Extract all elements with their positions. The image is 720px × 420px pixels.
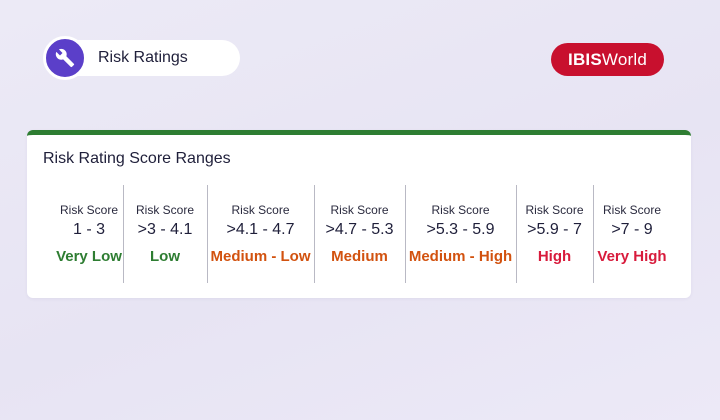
- range-value: 1 - 3: [72, 221, 105, 238]
- range-rating: Very Low: [56, 248, 122, 265]
- range-label: Risk Score: [602, 203, 661, 217]
- range-label: Risk Score: [59, 203, 118, 217]
- range-value: >4.1 - 4.7: [226, 221, 295, 238]
- range-label: Risk Score: [431, 203, 490, 217]
- range-value: >7 - 9: [611, 221, 653, 238]
- column-divider: [405, 185, 406, 283]
- risk-ranges-row: Risk Score 1 - 3 Very Low Risk Score >3 …: [27, 181, 691, 284]
- range-value: >5.3 - 5.9: [426, 221, 495, 238]
- range-rating: High: [537, 248, 572, 265]
- column-divider: [123, 185, 124, 283]
- range-label: Risk Score: [525, 203, 584, 217]
- brand-logo-light: World: [601, 49, 647, 69]
- range-label: Risk Score: [135, 203, 194, 217]
- column-divider: [314, 185, 315, 283]
- range-column: Risk Score >4.1 - 4.7 Medium - Low: [207, 181, 314, 284]
- range-column: Risk Score >7 - 9 Very High: [593, 181, 671, 284]
- range-rating: Medium - Low: [210, 248, 311, 265]
- brand-logo[interactable]: IBIS World: [551, 43, 664, 76]
- range-value: >4.7 - 5.3: [325, 221, 394, 238]
- range-column: Risk Score >4.7 - 5.3 Medium: [314, 181, 405, 284]
- range-column: Risk Score >5.3 - 5.9 Medium - High: [405, 181, 516, 284]
- range-label: Risk Score: [330, 203, 389, 217]
- range-value: >3 - 4.1: [137, 221, 193, 238]
- range-rating: Medium: [331, 248, 388, 265]
- brand-logo-bold: IBIS: [568, 49, 602, 69]
- range-column: Risk Score >5.9 - 7 High: [516, 181, 593, 284]
- range-rating: Low: [150, 248, 180, 265]
- range-label: Risk Score: [231, 203, 290, 217]
- range-value: >5.9 - 7: [527, 221, 582, 238]
- range-column: Risk Score 1 - 3 Very Low: [47, 181, 131, 284]
- column-divider: [593, 185, 594, 283]
- section-header: Risk Ratings: [43, 36, 240, 80]
- range-rating: Very High: [597, 248, 667, 265]
- wrench-icon: [43, 36, 87, 80]
- column-divider: [516, 185, 517, 283]
- risk-ranges-card: Risk Rating Score Ranges Risk Score 1 - …: [27, 130, 691, 298]
- section-title: Risk Ratings: [98, 49, 188, 66]
- column-divider: [207, 185, 208, 283]
- range-column: Risk Score >3 - 4.1 Low: [123, 181, 207, 284]
- range-rating: Medium - High: [408, 248, 513, 265]
- card-title: Risk Rating Score Ranges: [43, 150, 231, 167]
